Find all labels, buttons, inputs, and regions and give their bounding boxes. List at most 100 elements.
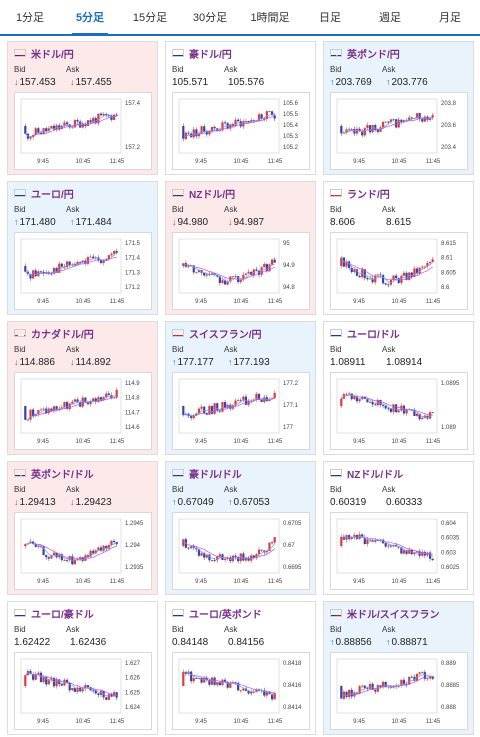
currency-pair-link[interactable]: NZドル/円 <box>189 189 236 201</box>
rate-card[interactable]: ユーロ/円 Bid Ask ↑171.480 ↑171.484 171.5 171.4 171… <box>7 181 158 315</box>
candle-body <box>79 557 82 559</box>
currency-pair-link[interactable]: ユーロ/円 <box>31 189 74 201</box>
x-tick-label: 10:45 <box>75 299 91 305</box>
candle-body <box>58 125 61 129</box>
rate-card[interactable]: ユーロ/英ポンド Bid Ask 0.84148 0.84156 0.8418 0.8416… <box>165 601 316 735</box>
candle-body <box>431 676 434 680</box>
candle-body <box>410 117 413 119</box>
ask-label: Ask <box>382 205 396 214</box>
rate-card[interactable]: 豪ドル/ドル Bid Ask ↑0.67049 ↑0.67053 0.6705 0.67 0.… <box>165 461 316 595</box>
candle-body <box>55 406 58 411</box>
currency-pair-link[interactable]: スイスフラン/円 <box>189 329 262 341</box>
currency-pair-link[interactable]: ユーロ/英ポンド <box>189 609 262 621</box>
rate-card[interactable]: 米ドル/円 Bid Ask ↓157.453 ↓157.455 157.4 157.2 9:4… <box>7 41 158 175</box>
ask-value-group: ↑171.484 <box>70 217 112 228</box>
currency-pair-link[interactable]: 米ドル/スイスフラン <box>347 609 440 621</box>
tab-7[interactable]: 月足 <box>439 12 461 24</box>
candle-body <box>76 261 79 265</box>
currency-pair-link[interactable]: 豪ドル/ドル <box>189 469 242 481</box>
rate-card[interactable]: 英ポンド/ドル Bid Ask ↓1.29413 ↓1.29423 1.2945 1.294… <box>7 461 158 595</box>
candle-body <box>426 262 429 267</box>
rate-card[interactable]: ランド/円 Bid Ask 8.606 8.615 8.615 8.61 8.605 8.6 9:… <box>323 181 474 315</box>
tab-1[interactable]: 5分足 <box>60 0 120 36</box>
candle-body <box>389 408 393 412</box>
candle-body <box>187 132 190 134</box>
price-chart[interactable]: 171.5 171.4 171.3 171.2 9:45 10:45 11:45 <box>14 232 152 310</box>
candle-body <box>42 677 45 682</box>
currency-pair-link[interactable]: 米ドル/円 <box>31 49 74 61</box>
y-tick-label: 157.4 <box>125 101 141 107</box>
bid-ask-labels: Bid Ask <box>330 205 434 214</box>
price-chart[interactable]: 8.615 8.61 8.605 8.6 9:45 10:45 11:45 <box>330 232 468 310</box>
bid-value-group: ↑177.177 <box>172 357 224 368</box>
candle-body <box>244 273 248 275</box>
rate-card[interactable]: 英ポンド/円 Bid Ask ↑203.769 ↑203.776 203.8 203.6 20… <box>323 41 474 175</box>
price-chart[interactable]: 1.2945 1.294 1.2935 9:45 10:45 11:45 <box>14 512 152 590</box>
candle-body <box>192 678 195 682</box>
price-chart[interactable]: 1.0895 1.089 9:45 10:45 11:45 <box>330 372 468 450</box>
tab-2[interactable]: 15分足 <box>132 12 168 24</box>
candle-body <box>89 256 92 258</box>
candle-body <box>402 272 406 276</box>
tab-3[interactable]: 30分足 <box>192 12 228 24</box>
currency-pair-link[interactable]: 豪ドル/円 <box>189 49 232 61</box>
x-tick-label: 9:45 <box>353 719 365 725</box>
tab-6[interactable]: 週足 <box>379 12 401 24</box>
candle-body <box>73 264 77 266</box>
candle-body <box>363 396 366 399</box>
candle-body <box>210 273 214 276</box>
currency-pair-link[interactable]: 英ポンド/円 <box>347 49 400 61</box>
tab-4[interactable]: 1時間足 <box>250 12 290 24</box>
price-chart[interactable]: 0.604 0.6035 0.603 0.6025 9:45 10:45 11:45 <box>330 512 468 590</box>
tab-5[interactable]: 日足 <box>319 12 341 24</box>
tab-0[interactable]: 1分足 <box>15 12 45 24</box>
moving-average-line <box>25 115 117 137</box>
currency-pair-link[interactable]: ランド/円 <box>347 189 390 201</box>
candle-body <box>415 268 419 274</box>
bid-label: Bid <box>14 485 26 494</box>
price-chart[interactable]: 105.6 105.5 105.4 105.3 105.2 9:45 10:45 11:45 <box>172 92 310 170</box>
rate-card[interactable]: NZドル/円 Bid Ask ↓94.980 ↓94.987 95 94.9 94.8 9:45… <box>165 181 316 315</box>
candle-body <box>200 126 203 134</box>
candle-body <box>270 694 274 700</box>
price-chart[interactable]: 157.4 157.2 9:45 10:45 11:45 <box>14 92 152 170</box>
x-tick-label: 10:45 <box>233 159 249 165</box>
price-chart[interactable]: 114.9 114.8 114.7 114.6 9:45 10:45 11:45 <box>14 372 152 450</box>
rate-card[interactable]: ユーロ/豪ドル Bid Ask 1.62422 1.62436 1.627 1.626 1.6… <box>7 601 158 735</box>
candle-body <box>234 555 237 558</box>
rate-card[interactable]: スイスフラン/円 Bid Ask ↑177.177 ↑177.193 177.2 177.1… <box>165 321 316 455</box>
x-tick-label: 11:45 <box>110 159 125 165</box>
candle-body <box>353 534 356 537</box>
candle-body <box>37 672 40 674</box>
price-chart[interactable]: 0.889 0.8885 0.888 9:45 10:45 11:45 <box>330 652 468 730</box>
currency-pair-link[interactable]: カナダドル/円 <box>31 329 94 341</box>
candle-body <box>355 269 359 276</box>
candle-body <box>400 119 403 123</box>
bid-label: Bid <box>14 205 26 214</box>
y-tick-label: 1.624 <box>125 705 141 711</box>
rate-card[interactable]: 米ドル/スイスフラン Bid Ask ↑0.88856 ↑0.88871 0.889 0.8… <box>323 601 474 735</box>
rate-card[interactable]: NZドル/ドル Bid Ask 0.60319 0.60333 0.604 0.6035 0.… <box>323 461 474 595</box>
candle-body <box>229 682 232 688</box>
price-chart[interactable]: 203.8 203.6 203.4 9:45 10:45 11:45 <box>330 92 468 170</box>
rate-card[interactable]: ユーロ/ドル Bid Ask 1.08911 1.08914 1.0895 1.089 9:4… <box>323 321 474 455</box>
ask-value: 171.484 <box>75 217 112 228</box>
price-chart[interactable]: 1.627 1.626 1.625 1.624 9:45 10:45 11:45 <box>14 652 152 730</box>
y-tick-label: 0.8414 <box>283 705 302 711</box>
currency-pair-link[interactable]: NZドル/ドル <box>347 469 404 481</box>
candle-body <box>197 270 201 272</box>
price-chart[interactable]: 177.2 177.1 177 9:45 10:45 11:45 <box>172 372 310 450</box>
currency-pair-link[interactable]: ユーロ/ドル <box>347 329 400 341</box>
bid-value-group: 8.606 <box>330 217 382 228</box>
price-chart[interactable]: 95 94.9 94.8 9:45 10:45 11:45 <box>172 232 310 310</box>
currency-pair-link[interactable]: ユーロ/豪ドル <box>31 609 94 621</box>
price-chart[interactable]: 0.6705 0.67 0.6695 9:45 10:45 11:45 <box>172 512 310 590</box>
rate-card[interactable]: 豪ドル/円 Bid Ask 105.571 105.576 105.6 105.5 105.4… <box>165 41 316 175</box>
currency-pair-link[interactable]: 英ポンド/ドル <box>31 469 94 481</box>
candle-body <box>242 553 245 561</box>
bid-label: Bid <box>330 625 342 634</box>
x-tick-label: 10:45 <box>75 579 91 585</box>
price-chart[interactable]: 0.8418 0.8416 0.8414 9:45 10:45 11:45 <box>172 652 310 730</box>
rate-card[interactable]: カナダドル/円 Bid Ask ↓114.886 ↓114.892 114.9 114.8 1… <box>7 321 158 455</box>
x-tick-label: 11:45 <box>268 719 283 725</box>
